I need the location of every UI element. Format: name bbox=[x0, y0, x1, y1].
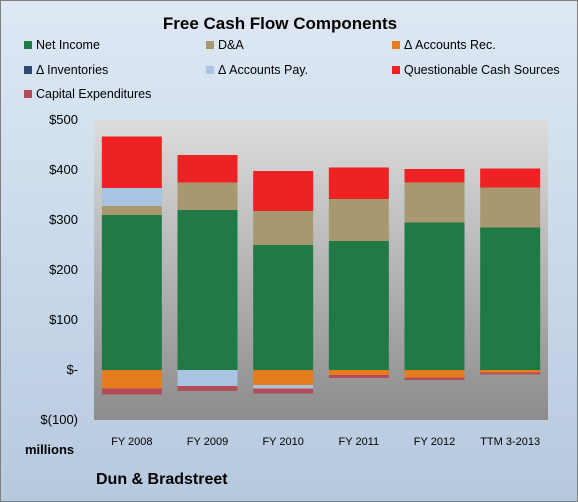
bar-segment-5-5 bbox=[480, 168, 541, 188]
bar-segment-4-1 bbox=[177, 370, 238, 386]
legend-item-inventories: Δ Inventories bbox=[24, 63, 108, 77]
bar-segment-5-0 bbox=[101, 136, 162, 188]
bar-segment-1-0 bbox=[101, 206, 162, 215]
x-tick-label: FY 2008 bbox=[111, 436, 153, 448]
legend-label: Δ Accounts Pay. bbox=[218, 63, 309, 77]
source-label: Dun & Bradstreet bbox=[96, 471, 228, 488]
legend-swatch-accounts-pay bbox=[206, 65, 214, 74]
bar-segment-6-3 bbox=[328, 375, 389, 378]
legend-swatch-questionable-cash bbox=[392, 65, 400, 74]
bar-segment-1-3 bbox=[328, 199, 389, 241]
bar-segment-5-2 bbox=[253, 171, 314, 211]
units-label: millions bbox=[25, 442, 75, 457]
x-tick-label: FY 2012 bbox=[413, 436, 456, 448]
bar-segment-6-2 bbox=[253, 388, 314, 394]
bar-segment-6-0 bbox=[101, 388, 162, 395]
y-tick-label: $500 bbox=[49, 112, 78, 127]
bar-segment-2-2 bbox=[253, 370, 314, 385]
bar-segment-0-3 bbox=[328, 241, 389, 370]
legend-swatch-da bbox=[206, 40, 214, 49]
bar-segment-0-1 bbox=[177, 210, 238, 370]
legend-item-da: D&A bbox=[206, 38, 244, 52]
legend-label: Net Income bbox=[36, 38, 100, 52]
legend-label: Δ Inventories bbox=[36, 63, 109, 77]
legend-swatch-inventories bbox=[24, 65, 32, 74]
y-tick-label: $- bbox=[66, 362, 78, 377]
legend-swatch-accounts-rec bbox=[392, 40, 400, 49]
bar-segment-0-4 bbox=[404, 222, 465, 370]
legend-item-net-income: Net Income bbox=[24, 38, 100, 52]
legend-label: Capital Expenditures bbox=[36, 87, 152, 101]
y-tick-label: $400 bbox=[49, 162, 78, 177]
bar-segment-1-4 bbox=[404, 182, 465, 223]
bar-segment-0-0 bbox=[101, 215, 162, 370]
bar-segment-2-4 bbox=[404, 370, 465, 378]
legend-label: D&A bbox=[218, 38, 244, 52]
legend-item-accounts-rec: Δ Accounts Rec. bbox=[392, 38, 496, 52]
bar-segment-6-1 bbox=[177, 386, 238, 391]
legend-item-questionable-cash: Questionable Cash Sources bbox=[392, 63, 560, 77]
legend-item-accounts-pay: Δ Accounts Pay. bbox=[206, 63, 308, 77]
legend-swatch-capex bbox=[24, 89, 32, 98]
plot-background bbox=[94, 120, 548, 420]
bar-segment-4-2 bbox=[253, 385, 314, 389]
bar-segment-1-2 bbox=[253, 211, 314, 245]
legend-item-capex: Capital Expenditures bbox=[24, 87, 151, 101]
bar-segment-5-4 bbox=[404, 169, 465, 183]
bar-segment-5-1 bbox=[177, 155, 238, 183]
bar-segment-1-1 bbox=[177, 182, 238, 210]
x-tick-label: FY 2009 bbox=[186, 436, 229, 448]
legend-swatch-net-income bbox=[24, 40, 32, 49]
x-tick-label: TTM 3-2013 bbox=[480, 436, 541, 448]
y-tick-label: $(100) bbox=[40, 412, 78, 427]
legend-label: Δ Accounts Rec. bbox=[404, 38, 496, 52]
bar-segment-2-5 bbox=[480, 370, 541, 373]
bar-segment-1-5 bbox=[480, 187, 541, 228]
bar-segment-0-5 bbox=[480, 227, 541, 370]
bar-segment-6-5 bbox=[480, 372, 541, 375]
chart-title: Free Cash Flow Components bbox=[162, 14, 398, 33]
bar-segment-4-0 bbox=[101, 188, 162, 206]
bar-segment-5-3 bbox=[328, 167, 389, 199]
y-tick-label: $200 bbox=[49, 262, 78, 277]
y-tick-label: $100 bbox=[49, 312, 78, 327]
y-tick-label: $300 bbox=[49, 212, 78, 227]
bar-segment-2-0 bbox=[101, 370, 162, 389]
x-tick-label: FY 2011 bbox=[338, 436, 380, 448]
x-tick-label: FY 2010 bbox=[262, 436, 304, 448]
legend-label: Questionable Cash Sources bbox=[404, 63, 560, 77]
bar-segment-0-2 bbox=[253, 245, 314, 370]
bar-segment-6-4 bbox=[404, 377, 465, 380]
bar-segment-2-3 bbox=[328, 370, 389, 375]
